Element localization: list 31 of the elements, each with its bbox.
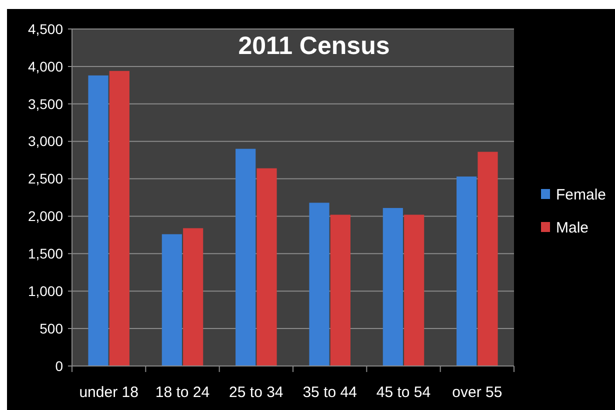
x-tick-label: over 55 <box>452 384 502 401</box>
bar <box>109 70 130 366</box>
y-tick-label: 1,000 <box>28 283 64 300</box>
bar <box>162 234 182 366</box>
y-tick-label: 500 <box>40 320 64 336</box>
y-tick-label: 4,000 <box>28 58 64 74</box>
bar <box>88 75 108 366</box>
y-tick-label: 0 <box>55 358 64 374</box>
y-tick-label: 2,500 <box>28 170 64 187</box>
y-tick-label: 1,500 <box>28 246 64 262</box>
x-tick-label: 35 to 44 <box>302 384 357 401</box>
bar <box>309 202 330 366</box>
legend-label: Female <box>556 186 606 204</box>
bar <box>236 148 256 366</box>
x-tick-label: 18 to 24 <box>155 384 210 401</box>
bar <box>456 176 477 366</box>
bar <box>382 208 403 366</box>
chart-title: 2011 Census <box>238 32 390 60</box>
y-tick-label: 2,000 <box>28 208 64 224</box>
bar <box>183 228 204 366</box>
x-tick-label: 25 to 34 <box>229 384 284 401</box>
bar <box>478 152 498 366</box>
bar <box>330 214 350 366</box>
x-tick-label: 45 to 54 <box>376 384 431 401</box>
y-tick-label: 4,500 <box>28 20 64 37</box>
bar <box>256 168 277 366</box>
x-tick-label: under 18 <box>79 384 138 401</box>
bar <box>404 214 424 366</box>
y-tick-label: 3,500 <box>28 96 64 112</box>
y-tick-label: 3,000 <box>28 133 64 150</box>
legend-label: Male <box>556 219 589 236</box>
